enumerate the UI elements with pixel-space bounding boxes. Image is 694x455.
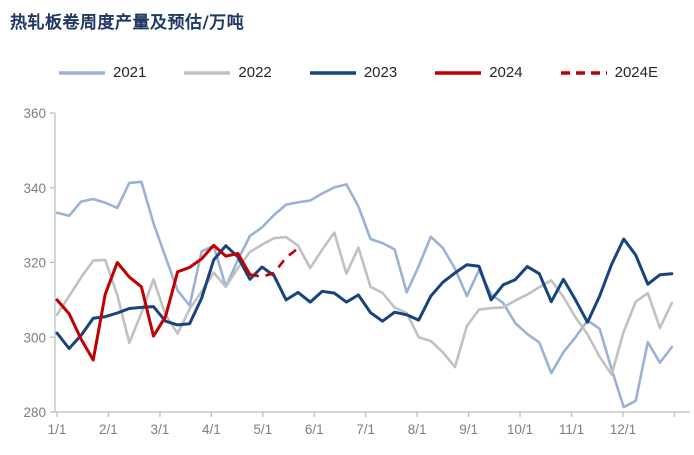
chart-legend: 2021 2022 2023 2024 2024E — [58, 64, 658, 81]
x-axis-label: 3/1 — [151, 422, 170, 437]
legend-label-2024E: 2024E — [614, 64, 658, 81]
legend-swatch-2024 — [435, 70, 482, 75]
legend-item-2021: 2021 — [58, 64, 146, 81]
series-line-2021 — [55, 180, 674, 409]
legend-label-2024: 2024 — [489, 64, 523, 81]
legend-swatch-2023 — [309, 70, 356, 75]
legend-item-2024: 2024 — [434, 64, 523, 81]
legend-label-2021: 2021 — [113, 64, 147, 81]
legend-swatch-2021 — [59, 70, 105, 75]
y-axis-label: 320 — [23, 256, 46, 271]
series-line-2022 — [55, 231, 674, 376]
y-axis-label: 300 — [23, 330, 46, 345]
chart-title: 热轧板卷周度产量及预估/万吨 — [10, 13, 245, 33]
y-axis-label: 340 — [23, 181, 46, 196]
y-axis-label: 280 — [23, 405, 46, 420]
x-axis-label: 1/1 — [48, 422, 67, 437]
x-axis-label: 4/1 — [202, 422, 221, 437]
legend-label-2022: 2022 — [238, 64, 272, 81]
legend-label-2023: 2023 — [363, 64, 398, 81]
y-axis-label: 360 — [23, 106, 46, 121]
legend-swatch-2022 — [184, 70, 231, 75]
x-axis-label: 7/1 — [356, 422, 375, 437]
x-axis-label: 8/1 — [408, 422, 427, 437]
series-line-2024 — [55, 243, 252, 362]
legend-swatch-2024E — [560, 70, 607, 75]
series-line-2024E — [249, 247, 299, 279]
series-line-2023 — [55, 237, 674, 350]
x-axis-label: 5/1 — [253, 422, 272, 437]
legend-item-2024E: 2024E — [560, 64, 658, 81]
x-axis-label: 10/1 — [507, 422, 533, 437]
x-axis-label: 9/1 — [459, 422, 478, 437]
legend-item-2023: 2023 — [309, 64, 397, 81]
legend-item-2022: 2022 — [183, 64, 272, 81]
x-axis-label: 2/1 — [99, 422, 118, 437]
x-axis-label: 6/1 — [305, 422, 324, 437]
x-axis-label: 12/1 — [610, 422, 636, 437]
x-axis-label: 11/1 — [559, 422, 584, 437]
